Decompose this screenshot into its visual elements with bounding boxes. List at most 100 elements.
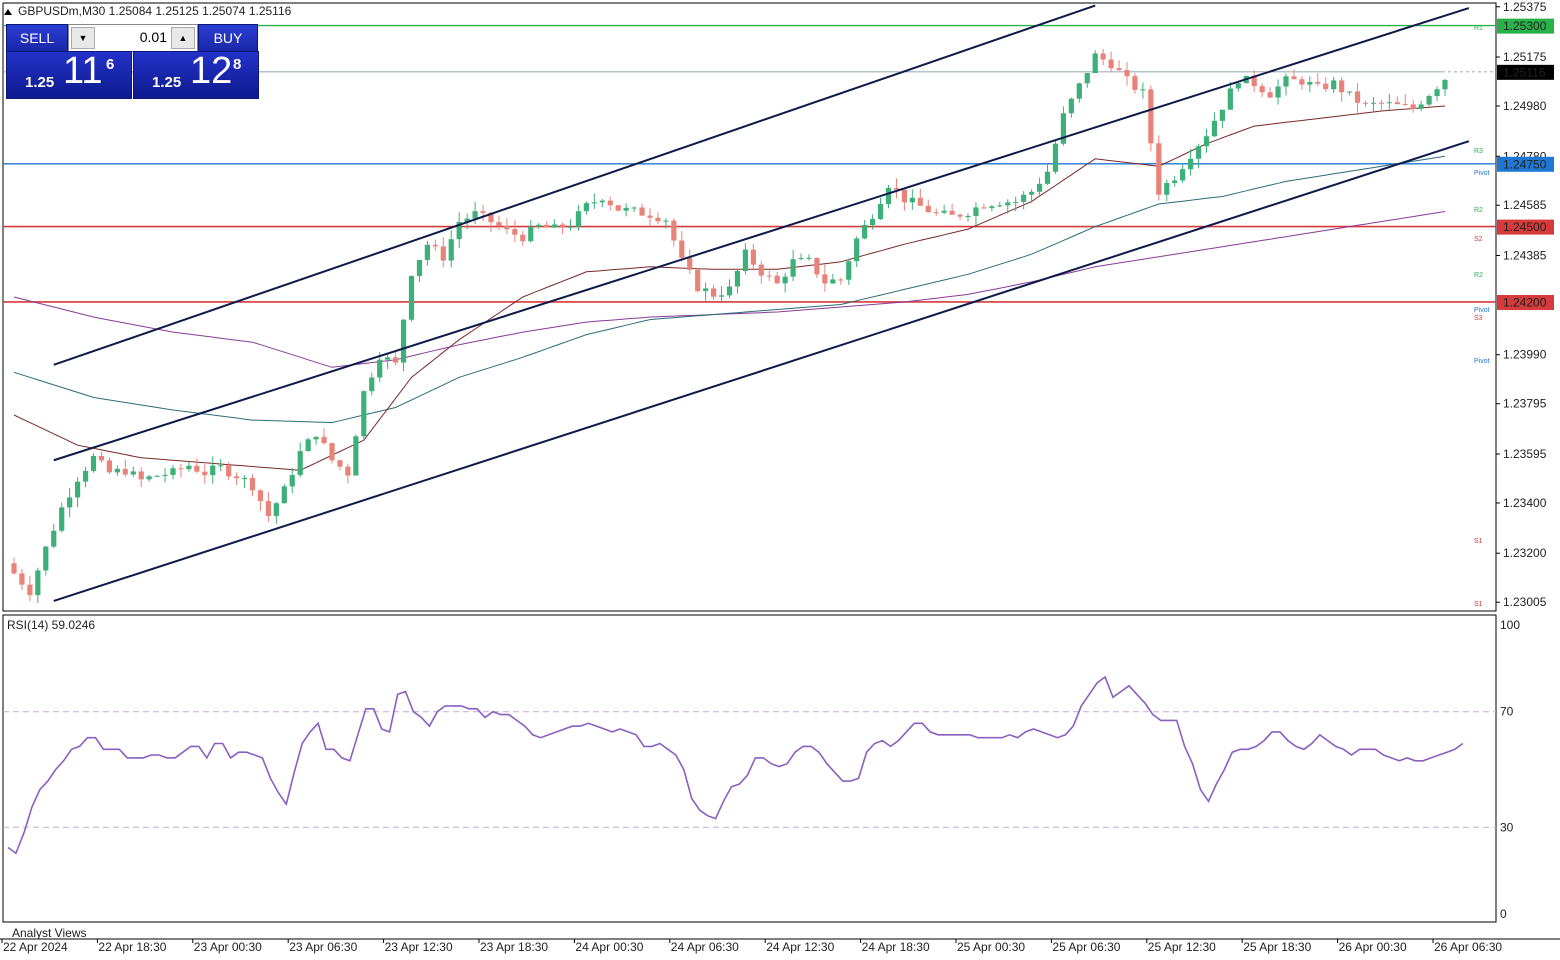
candle[interactable] bbox=[1275, 79, 1281, 105]
candle[interactable] bbox=[1267, 87, 1273, 98]
candle[interactable] bbox=[822, 264, 828, 292]
candle[interactable] bbox=[870, 214, 876, 230]
candle[interactable] bbox=[695, 267, 701, 293]
candle[interactable] bbox=[1108, 51, 1114, 73]
candle[interactable] bbox=[679, 230, 685, 262]
candle[interactable] bbox=[973, 202, 979, 226]
candle[interactable] bbox=[35, 567, 41, 603]
candle[interactable] bbox=[1005, 199, 1011, 214]
candle[interactable] bbox=[146, 474, 152, 482]
candle[interactable] bbox=[448, 230, 454, 268]
candle[interactable] bbox=[1394, 96, 1400, 105]
candle[interactable] bbox=[1386, 93, 1392, 111]
candle[interactable] bbox=[1402, 94, 1408, 106]
lot-decrease-icon[interactable]: ▼ bbox=[71, 27, 95, 49]
candle[interactable] bbox=[1029, 189, 1035, 203]
buy-quote[interactable]: 1.25 12 8 bbox=[133, 50, 259, 99]
candle[interactable] bbox=[162, 468, 168, 483]
candle[interactable] bbox=[607, 196, 613, 211]
candle[interactable] bbox=[552, 219, 558, 228]
trend-channel-line[interactable] bbox=[53, 140, 1470, 602]
buy-button[interactable]: BUY bbox=[198, 24, 258, 52]
candle[interactable] bbox=[909, 189, 915, 210]
candle[interactable] bbox=[273, 502, 279, 524]
candle[interactable] bbox=[591, 193, 597, 209]
candle[interactable] bbox=[1188, 148, 1194, 176]
candle[interactable] bbox=[249, 474, 256, 497]
candle[interactable] bbox=[1307, 76, 1313, 93]
sell-quote[interactable]: 1.25 11 6 bbox=[6, 50, 132, 99]
candle[interactable] bbox=[19, 568, 25, 590]
candle[interactable] bbox=[194, 458, 200, 474]
candle[interactable] bbox=[98, 451, 105, 463]
candle[interactable] bbox=[901, 189, 907, 211]
candle[interactable] bbox=[1378, 99, 1384, 112]
candle[interactable] bbox=[814, 257, 820, 278]
candle[interactable] bbox=[957, 213, 963, 220]
candle[interactable] bbox=[1418, 100, 1424, 112]
candle[interactable] bbox=[575, 205, 582, 231]
sell-button[interactable]: SELL bbox=[6, 24, 68, 52]
candle[interactable] bbox=[289, 467, 295, 494]
candle[interactable] bbox=[329, 442, 335, 464]
candle[interactable] bbox=[1227, 81, 1233, 110]
candle[interactable] bbox=[766, 270, 772, 281]
candle[interactable] bbox=[1140, 82, 1146, 99]
candle[interactable] bbox=[1219, 109, 1225, 129]
candle[interactable] bbox=[241, 475, 248, 488]
candle[interactable] bbox=[726, 279, 733, 299]
candle[interactable] bbox=[1052, 139, 1059, 174]
candle[interactable] bbox=[512, 220, 518, 242]
candle[interactable] bbox=[313, 436, 319, 445]
candle[interactable] bbox=[536, 223, 542, 229]
candle[interactable] bbox=[369, 372, 375, 396]
candle[interactable] bbox=[528, 220, 534, 243]
candle[interactable] bbox=[965, 213, 971, 222]
candle[interactable] bbox=[567, 219, 574, 231]
candle[interactable] bbox=[265, 492, 271, 522]
candle[interactable] bbox=[893, 178, 900, 199]
candle[interactable] bbox=[949, 203, 955, 215]
candle[interactable] bbox=[234, 472, 240, 486]
candle[interactable] bbox=[257, 489, 264, 512]
candle[interactable] bbox=[1339, 77, 1345, 102]
candle[interactable] bbox=[106, 457, 112, 474]
candle[interactable] bbox=[186, 461, 192, 472]
candle[interactable] bbox=[1036, 177, 1043, 197]
candle[interactable] bbox=[1203, 128, 1210, 153]
candle[interactable] bbox=[647, 208, 653, 227]
candle[interactable] bbox=[1354, 83, 1361, 113]
candle[interactable] bbox=[456, 212, 462, 249]
candle[interactable] bbox=[1259, 83, 1265, 98]
candle[interactable] bbox=[67, 488, 73, 518]
candle[interactable] bbox=[361, 390, 367, 441]
candle[interactable] bbox=[1148, 85, 1154, 152]
candle[interactable] bbox=[846, 258, 852, 285]
candle[interactable] bbox=[1132, 73, 1138, 94]
candle[interactable] bbox=[1370, 97, 1377, 112]
candle[interactable] bbox=[1084, 73, 1090, 88]
candle[interactable] bbox=[885, 184, 892, 209]
candle[interactable] bbox=[202, 463, 208, 484]
candle[interactable] bbox=[424, 241, 430, 266]
candle[interactable] bbox=[1164, 179, 1170, 202]
candle[interactable] bbox=[1021, 191, 1027, 210]
candle[interactable] bbox=[703, 282, 709, 301]
candle[interactable] bbox=[520, 230, 526, 246]
candle[interactable] bbox=[559, 222, 566, 235]
lot-size-input[interactable] bbox=[97, 27, 167, 47]
candle[interactable] bbox=[1434, 86, 1440, 101]
candle[interactable] bbox=[114, 465, 120, 476]
candle[interactable] bbox=[1092, 50, 1098, 74]
candle[interactable] bbox=[742, 243, 748, 275]
candle[interactable] bbox=[1442, 78, 1448, 97]
candle[interactable] bbox=[1068, 97, 1074, 118]
candle[interactable] bbox=[1180, 163, 1186, 183]
candle[interactable] bbox=[877, 197, 884, 221]
candle[interactable] bbox=[130, 466, 136, 477]
candle[interactable] bbox=[170, 464, 176, 480]
candle[interactable] bbox=[989, 204, 995, 212]
candle[interactable] bbox=[281, 483, 287, 504]
candle[interactable] bbox=[1124, 62, 1130, 86]
candle[interactable] bbox=[178, 463, 184, 478]
